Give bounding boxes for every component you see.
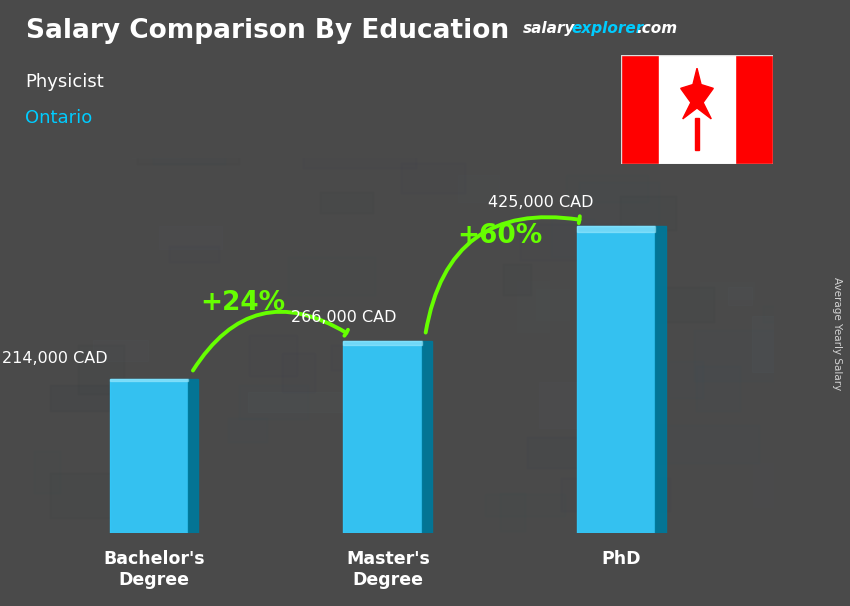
- Bar: [804, 304, 850, 357]
- Bar: [249, 335, 297, 376]
- Bar: [785, 189, 850, 242]
- Bar: [696, 365, 740, 411]
- Bar: [303, 143, 416, 168]
- Bar: [788, 405, 819, 446]
- Text: explorer: explorer: [571, 21, 643, 36]
- Bar: [78, 345, 124, 395]
- Bar: [551, 219, 594, 257]
- Text: Average Yearly Salary: Average Yearly Salary: [832, 277, 842, 390]
- Bar: [228, 418, 267, 442]
- Text: 266,000 CAD: 266,000 CAD: [291, 310, 396, 325]
- Bar: [698, 498, 769, 531]
- Text: Physicist: Physicist: [26, 73, 105, 91]
- Bar: [667, 361, 703, 398]
- Bar: [94, 340, 148, 361]
- Text: +60%: +60%: [457, 224, 542, 249]
- Bar: [655, 226, 666, 533]
- Bar: [751, 316, 850, 373]
- Bar: [248, 391, 351, 412]
- Bar: [620, 196, 677, 230]
- Bar: [343, 341, 422, 533]
- Bar: [159, 226, 222, 250]
- Bar: [694, 330, 801, 381]
- Bar: [619, 287, 714, 322]
- Bar: [526, 436, 615, 468]
- Bar: [240, 385, 309, 419]
- Bar: [577, 226, 655, 533]
- Bar: [566, 175, 648, 202]
- Bar: [320, 191, 373, 213]
- Bar: [311, 136, 403, 176]
- Bar: [518, 281, 549, 332]
- Bar: [728, 287, 752, 305]
- Bar: [580, 398, 633, 444]
- Bar: [282, 353, 314, 392]
- Bar: [503, 264, 531, 295]
- Bar: [343, 341, 422, 345]
- Bar: [735, 393, 796, 439]
- Bar: [577, 226, 655, 231]
- Text: Ontario: Ontario: [26, 109, 93, 127]
- Bar: [50, 385, 110, 411]
- Bar: [513, 428, 543, 461]
- Bar: [781, 339, 850, 361]
- Text: 425,000 CAD: 425,000 CAD: [488, 195, 593, 210]
- Bar: [188, 379, 198, 533]
- Bar: [520, 224, 635, 261]
- Polygon shape: [681, 68, 713, 119]
- Bar: [297, 150, 346, 193]
- Bar: [753, 463, 796, 507]
- Bar: [620, 55, 659, 164]
- Bar: [348, 393, 404, 440]
- Bar: [132, 102, 180, 158]
- Bar: [400, 163, 465, 193]
- Text: Salary Comparison By Education: Salary Comparison By Education: [26, 18, 508, 44]
- Bar: [536, 289, 569, 320]
- Bar: [500, 493, 525, 531]
- Bar: [659, 55, 735, 164]
- Bar: [781, 278, 830, 305]
- Bar: [34, 451, 60, 493]
- Bar: [50, 473, 154, 518]
- Bar: [457, 175, 499, 202]
- Bar: [137, 113, 239, 164]
- Bar: [484, 494, 564, 516]
- Text: 214,000 CAD: 214,000 CAD: [2, 351, 107, 365]
- Bar: [785, 198, 828, 221]
- Bar: [735, 55, 774, 164]
- Bar: [561, 478, 670, 511]
- Bar: [331, 345, 423, 370]
- Bar: [153, 139, 224, 164]
- Bar: [700, 282, 754, 299]
- Bar: [364, 471, 434, 487]
- Bar: [695, 118, 699, 150]
- Bar: [762, 307, 822, 322]
- Text: .com: .com: [636, 21, 677, 36]
- Bar: [110, 379, 188, 381]
- Bar: [288, 258, 375, 295]
- Bar: [593, 259, 700, 294]
- Bar: [653, 425, 759, 463]
- Bar: [169, 246, 218, 262]
- Bar: [579, 182, 660, 236]
- Text: salary: salary: [523, 21, 575, 36]
- Text: +24%: +24%: [201, 290, 286, 316]
- Bar: [422, 341, 432, 533]
- Bar: [539, 382, 651, 428]
- Bar: [110, 379, 188, 533]
- Bar: [798, 228, 840, 243]
